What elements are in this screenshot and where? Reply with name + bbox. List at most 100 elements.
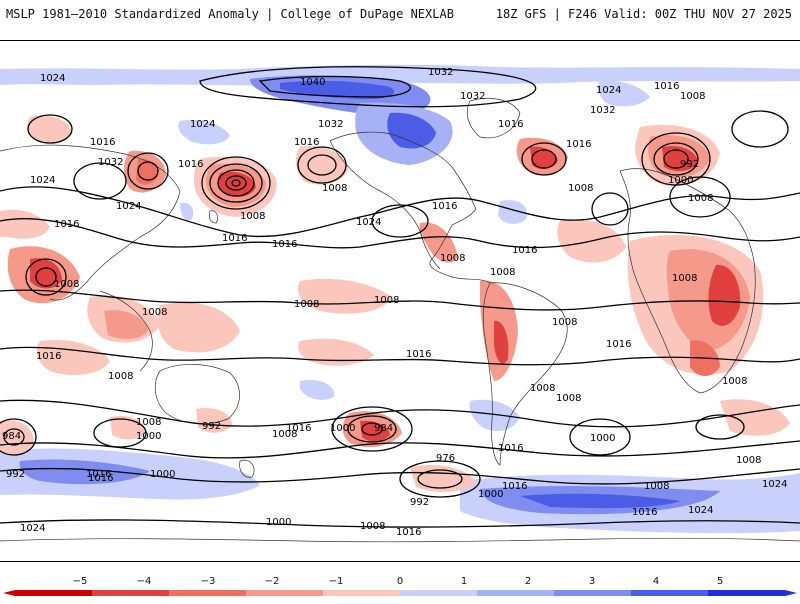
isobar-label: 1024 (190, 119, 215, 130)
isobar-label: 1032 (318, 119, 343, 130)
isobar-label: 1008 (360, 521, 385, 532)
isobar-label: 1024 (116, 201, 141, 212)
isobar-label: 1032 (428, 67, 453, 78)
isobar-label: 984 (2, 431, 21, 442)
colorbar-block (15, 590, 92, 596)
colorbar-tick-label: −1 (329, 576, 344, 587)
isobar-label: 1008 (136, 417, 161, 428)
isobar-label: 1024 (596, 85, 621, 96)
isobar-label: 1008 (142, 307, 167, 318)
header-bar: MSLP 1981–2010 Standardized Anomaly | Co… (0, 0, 800, 30)
isobar-label: 1008 (688, 193, 713, 204)
isobar-label: 1032 (460, 91, 485, 102)
isobar-label: 1008 (440, 253, 465, 264)
colorbar-block (708, 590, 785, 596)
isobar-label: 1016 (432, 201, 457, 212)
isobar-label: 1032 (98, 157, 123, 168)
isobar-label: 1008 (54, 279, 79, 290)
isobar-label: 1008 (736, 455, 761, 466)
isobar-label: 1000 (150, 469, 175, 480)
colorbar-block (323, 590, 400, 596)
isobar-label: 1000 (266, 517, 291, 528)
isobar-label: 1016 (36, 351, 61, 362)
isobar-label: 1016 (654, 81, 679, 92)
isobar-label: 1008 (552, 317, 577, 328)
isobar-label: 1008 (556, 393, 581, 404)
isobar-label: 1032 (590, 105, 615, 116)
isobar-label: 1008 (240, 211, 265, 222)
isobar-label: 1008 (322, 183, 347, 194)
isobar-label: 1024 (20, 523, 45, 534)
colorbar-blocks (3, 590, 797, 596)
colorbar-tick-label: 2 (525, 576, 531, 587)
isobar-label: 1016 (512, 245, 537, 256)
colorbar-arrow-right (785, 590, 797, 596)
isobar-label: 1008 (294, 299, 319, 310)
isobar-label: 1000 (590, 433, 615, 444)
isobar-label: 1016 (88, 473, 113, 484)
colorbar-tick-label: 0 (397, 576, 403, 587)
isobar-label: 992 (202, 421, 221, 432)
isobar-label: 1008 (530, 383, 555, 394)
isobar-label: 1008 (272, 429, 297, 440)
colorbar-block (246, 590, 323, 596)
isobar-label: 1016 (498, 443, 523, 454)
positive-anomaly-shading (0, 64, 800, 534)
isobar-label: 1016 (396, 527, 421, 538)
colorbar-svg: −5 −4 −3 −2 −1 0 1 2 3 4 5 (3, 576, 797, 596)
isobar-label: 1008 (680, 91, 705, 102)
colorbar-tick-label: 3 (589, 576, 595, 587)
colorbar-block (169, 590, 246, 596)
isobar-label: 1008 (568, 183, 593, 194)
colorbar-tick-label: −5 (73, 576, 88, 587)
anomaly-map: 1024 1040 1032 1032 1032 1032 1024 1016 … (0, 41, 800, 561)
colorbar-tick-label: 1 (461, 576, 467, 587)
isobar-label: 1008 (374, 295, 399, 306)
isobar-label: 1016 (272, 239, 297, 250)
isobar-label: 1000 (330, 423, 355, 434)
isobar-label: 1008 (672, 273, 697, 284)
isobar-label: 1000 (136, 431, 161, 442)
colorbar-tick-label: 5 (717, 576, 723, 587)
isobar-label: 1016 (90, 137, 115, 148)
negative-anomaly-shading (0, 115, 790, 492)
colorbar: −5 −4 −3 −2 −1 0 1 2 3 4 5 (0, 570, 800, 600)
isobar-label: 1016 (86, 469, 111, 480)
isobar-label: 1016 (632, 507, 657, 518)
isobar-label: 1000 (478, 489, 503, 500)
isobar-label: 1016 (498, 119, 523, 130)
colorbar-block (400, 590, 477, 596)
model-run-info: 18Z GFS | F246 Valid: 00Z THU NOV 27 202… (495, 7, 792, 21)
isobar-label: 1040 (300, 77, 325, 88)
isobar-label: 1016 (178, 159, 203, 170)
colorbar-block (92, 590, 169, 596)
isobar-label: 992 (6, 469, 25, 480)
colorbar-block (631, 590, 708, 596)
isobar-label: 1016 (566, 139, 591, 150)
isobar-label: 1016 (54, 219, 79, 230)
isobar-label: 1016 (502, 481, 527, 492)
isobar-label: 1024 (30, 175, 55, 186)
isobar-label: 1016 (406, 349, 431, 360)
isobar-label: 1016 (294, 137, 319, 148)
map-title: MSLP 1981–2010 Standardized Anomaly | Co… (6, 7, 454, 21)
isobar-label: 976 (436, 453, 455, 464)
colorbar-tick-label: −4 (137, 576, 152, 587)
isobar-label: 984 (374, 423, 393, 434)
colorbar-block (477, 590, 554, 596)
isobar-label: 1024 (688, 505, 713, 516)
colorbar-tick-label: −3 (201, 576, 216, 587)
isobar-label: 1016 (606, 339, 631, 350)
isobar-label: 1016 (222, 233, 247, 244)
isobar-label: 1000 (668, 175, 693, 186)
colorbar-tick-label: 4 (653, 576, 659, 587)
isobar-label: 1008 (490, 267, 515, 278)
colorbar-tick-labels: −5 −4 −3 −2 −1 0 1 2 3 4 5 (73, 576, 724, 587)
isobar-label: 1008 (644, 481, 669, 492)
colorbar-arrow-left (3, 590, 15, 596)
isobar-labels: 1024 1040 1032 1032 1032 1032 1024 1016 … (2, 67, 787, 538)
isobar-label: 992 (410, 497, 429, 508)
colorbar-tick-label: −2 (265, 576, 280, 587)
isobar-label: 1008 (722, 376, 747, 387)
isobar-label: 992 (680, 159, 699, 170)
